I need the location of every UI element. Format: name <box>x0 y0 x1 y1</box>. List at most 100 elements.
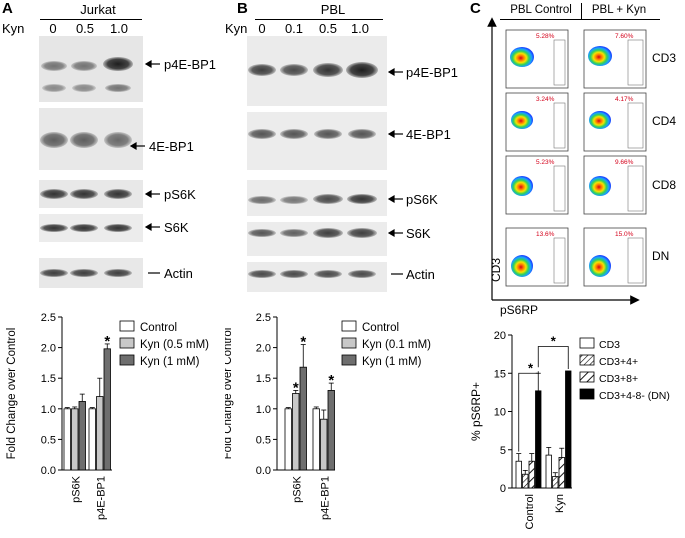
treatment-label-a: Kyn <box>2 21 25 36</box>
y-axis-label: CD3 <box>489 258 503 282</box>
blot-band <box>104 224 132 232</box>
arrow-icon <box>387 67 395 77</box>
blot-label: 4E-BP1 <box>149 139 194 154</box>
blot-band <box>280 196 308 204</box>
flow-plot <box>505 29 569 89</box>
gate-percentage: 13.6% <box>536 231 555 238</box>
cell-line-label-b: PBL <box>320 2 346 17</box>
arrow-icon <box>387 194 395 204</box>
blot-band <box>40 132 68 148</box>
dose-label-b-3: 1.0 <box>350 21 370 36</box>
panel-letter-a: A <box>2 0 13 17</box>
blot-band <box>42 84 66 92</box>
legend-label: Kyn (0.5 mM) <box>140 339 209 351</box>
bar <box>327 390 335 471</box>
blot-band <box>70 224 98 232</box>
legend-swatch <box>119 337 135 349</box>
gate-percentage: 4.17% <box>615 96 634 103</box>
dose-label-a-0: 0 <box>49 21 57 36</box>
legend-label: Kyn (1 mM) <box>140 356 200 368</box>
blot-band <box>104 269 132 277</box>
arrow-icon <box>387 129 395 139</box>
blot-band <box>348 129 376 139</box>
y-tick-label: 20 <box>494 330 506 342</box>
bar <box>299 366 307 471</box>
cell-line-bar-b <box>255 19 383 20</box>
flow-population <box>589 111 611 129</box>
gate-percentage: 15.0% <box>615 231 634 238</box>
flow-population <box>511 255 533 277</box>
bar <box>284 408 292 471</box>
flow-gate <box>553 102 566 149</box>
blot-band <box>248 196 276 204</box>
y-tick-label: 0.5 <box>41 434 56 446</box>
legend-swatch <box>579 354 595 366</box>
panel-a: A Jurkat Kyn 0 0.5 1.0 <box>0 0 230 538</box>
y-axis-label: Fold Change over Control <box>6 328 18 460</box>
blot-membrane <box>247 222 387 256</box>
blot-label: S6K <box>406 226 431 241</box>
flow-population <box>510 47 534 67</box>
gate-percentage: 3.24% <box>536 96 555 103</box>
legend-label: CD3+4+ <box>599 356 638 368</box>
y-tick-label: 2.0 <box>41 343 56 355</box>
blot-area-a: p4E-BP1 4E-BP1 pS6K S6K Actin <box>39 36 216 288</box>
gate-percentage: 9.66% <box>615 159 634 166</box>
blot-label: S6K <box>164 220 189 235</box>
flow-plots: CD3 pS6RP 5.28% 7.60% 3.24% 4.17% 5.23% … <box>487 17 676 317</box>
bar <box>88 408 96 471</box>
blot-band <box>103 57 133 71</box>
flow-gate <box>627 165 644 212</box>
blot-band <box>72 84 96 92</box>
bar <box>565 370 572 489</box>
blot-label: 4E-BP1 <box>406 127 451 142</box>
flow-gate <box>553 165 566 212</box>
bar <box>312 408 320 471</box>
panel-letter-c: C <box>470 0 481 17</box>
row-label: DN <box>652 249 669 263</box>
arrow-icon <box>144 189 152 199</box>
blot-band <box>314 270 342 278</box>
x-axis-label: pS6RP <box>500 303 538 317</box>
bar <box>558 456 565 489</box>
blot-label: pS6K <box>164 187 196 202</box>
blot-band <box>248 64 276 76</box>
y-tick-label: 2.5 <box>41 312 56 324</box>
blot-membrane <box>247 112 387 170</box>
y-tick-label: 0 <box>500 483 506 495</box>
cell-line-label-a: Jurkat <box>80 2 116 17</box>
blot-band <box>104 189 132 199</box>
dose-label-b-2: 0.5 <box>318 21 338 36</box>
bar-chart-a: Fold Change over Control 0.0 0.5 1.0 1.5 2.0 2… <box>6 312 209 520</box>
gate-percentage: 5.28% <box>536 33 555 40</box>
bar <box>515 460 522 489</box>
bar <box>78 401 86 471</box>
legend-label: Kyn (0.1 mM) <box>362 339 431 351</box>
flow-gate <box>627 39 644 86</box>
legend-swatch <box>579 371 595 383</box>
blot-band <box>248 229 276 237</box>
blot-band <box>280 129 308 139</box>
row-label: CD8 <box>652 178 676 192</box>
significance-bracket <box>518 371 539 452</box>
blot-band <box>313 228 343 238</box>
y-tick-label: 1.5 <box>41 373 56 385</box>
arrow-icon <box>387 228 395 238</box>
blot-band <box>248 129 276 139</box>
y-tick-label: 0.5 <box>256 434 271 446</box>
blot-band <box>280 64 308 76</box>
blot-band <box>347 228 377 238</box>
row-label: CD4 <box>652 114 676 128</box>
bar <box>320 418 328 471</box>
y-tick-label: 15 <box>494 368 506 380</box>
significance-star: * <box>551 333 557 348</box>
blot-band <box>105 84 131 92</box>
blot-band <box>40 269 68 277</box>
legend-label: CD3 <box>599 339 620 351</box>
dose-label-b-1: 0.1 <box>284 21 304 36</box>
panel-b: B PBL Kyn 0 0.1 0.5 1.0 <box>225 0 470 538</box>
blot-band <box>71 61 97 71</box>
x-tick-label: Control <box>524 494 536 529</box>
row-label: CD3 <box>652 51 676 65</box>
gate-percentage: 5.23% <box>536 159 555 166</box>
